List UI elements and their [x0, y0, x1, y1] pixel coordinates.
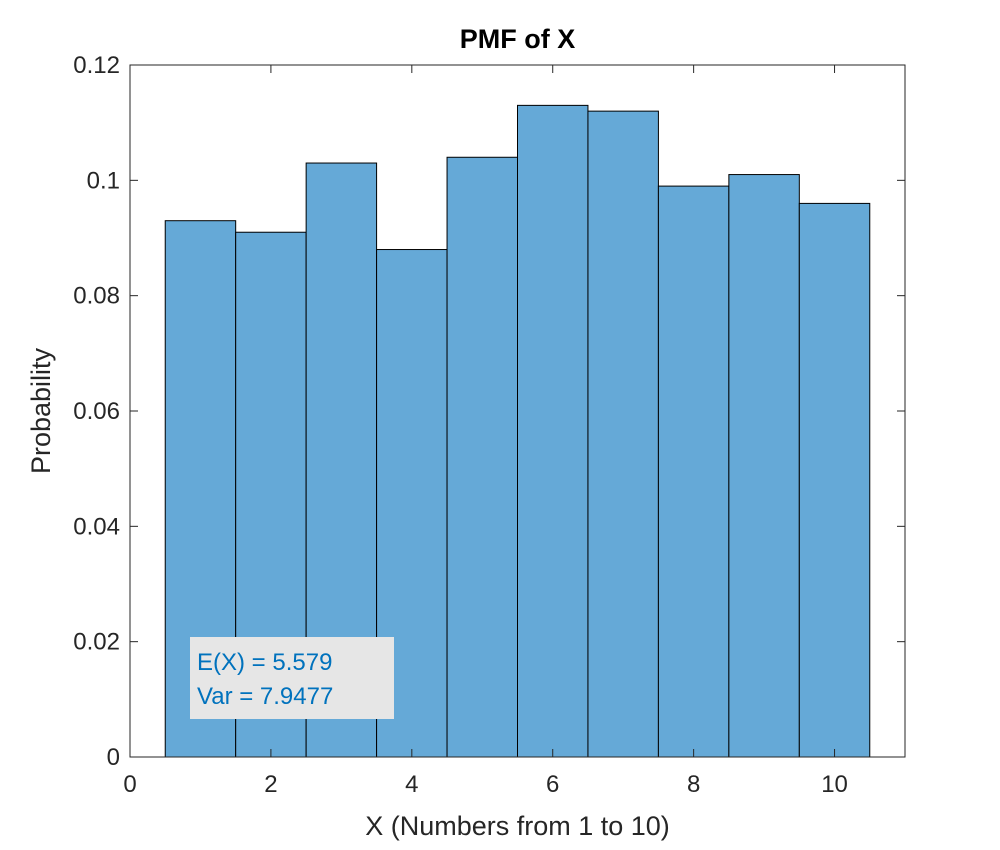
annotation-variance: Var = 7.9477 — [197, 683, 333, 710]
annotation-mean: E(X) = 5.579 — [197, 649, 332, 676]
x-tick-label: 6 — [546, 771, 559, 798]
x-axis-label: X (Numbers from 1 to 10) — [365, 811, 670, 841]
bar-x-6 — [517, 104, 589, 758]
y-tick-label: 0.1 — [87, 167, 120, 194]
y-tick-label: 0.12 — [73, 52, 120, 79]
y-tick-label: 0.02 — [73, 629, 120, 656]
bar-x-9 — [728, 174, 800, 758]
y-tick-label: 0 — [107, 744, 120, 771]
stats-annotation: E(X) = 5.579 Var = 7.9477 — [190, 637, 394, 719]
x-tick-label: 4 — [405, 771, 418, 798]
bar-x-10 — [798, 202, 871, 758]
ticks-group: 0 2 4 6 8 10 0 0.02 0.04 0.06 0.08 0.1 0.12 — [73, 52, 905, 798]
bar-x-5 — [446, 156, 518, 758]
annotation-background — [190, 637, 394, 719]
bar-x-7 — [587, 110, 659, 758]
bar-x-8 — [657, 185, 730, 758]
chart-title: PMF of X — [460, 24, 576, 54]
y-tick-label: 0.08 — [73, 283, 120, 310]
x-tick-label: 10 — [821, 771, 848, 798]
x-tick-label: 0 — [123, 771, 136, 798]
x-tick-label: 2 — [264, 771, 277, 798]
y-tick-label: 0.06 — [73, 398, 120, 425]
y-axis-label: Probability — [26, 347, 56, 474]
y-tick-label: 0.04 — [73, 513, 120, 540]
x-tick-label: 8 — [687, 771, 700, 798]
